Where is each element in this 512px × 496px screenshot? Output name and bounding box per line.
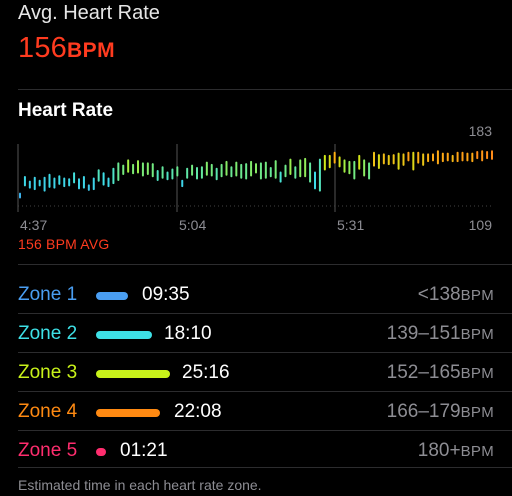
heart-rate-chart-svg: 183 109 4:37 5:04 5:31 [17,123,494,233]
zone-name: Zone 3 [18,362,78,383]
chart-x-tick-label: 5:31 [337,217,364,233]
zone-range-value: <138 [417,284,461,305]
zone-range: 139–151BPM [387,323,494,345]
zone-divider [18,313,512,314]
zone-time-bar [96,331,152,339]
avg-heart-rate-number: 156 [18,32,67,64]
zone-range: 166–179BPM [387,401,494,423]
divider-zones [18,264,512,265]
zone-time-bar [96,448,106,456]
zone-range-value: 166–179 [386,401,461,422]
zone-name: Zone 5 [18,440,78,461]
zone-range-unit: BPM [460,443,494,460]
zone-row-2[interactable]: Zone 2 18:10 139–151BPM [18,319,494,349]
zone-time: 25:16 [182,362,230,383]
zone-divider [18,352,512,353]
zone-range-unit: BPM [460,404,494,421]
zone-time: 01:21 [120,440,168,461]
chart-y-max-label: 183 [469,123,493,139]
zone-range: 152–165BPM [387,362,494,384]
divider-top [18,89,512,90]
zone-time: 09:35 [142,284,190,305]
heart-rate-chart[interactable]: 183 109 4:37 5:04 5:31 [0,118,512,258]
avg-heart-rate-label: Avg. Heart Rate [18,2,160,24]
zone-range-value: 180+ [417,440,461,461]
zone-name: Zone 4 [18,401,78,422]
zone-range-unit: BPM [460,326,494,343]
chart-y-min-label: 109 [469,217,493,233]
zone-row-4[interactable]: Zone 4 22:08 166–179BPM [18,397,494,427]
zone-name: Zone 1 [18,284,78,305]
zone-range: <138BPM [418,284,494,306]
heart-rate-section-title: Heart Rate [18,100,114,121]
avg-bpm-label: 156 BPM AVG [18,236,110,252]
zone-divider [18,467,512,468]
zone-row-3[interactable]: Zone 3 25:16 152–165BPM [18,358,494,388]
zone-row-5[interactable]: Zone 5 01:21 180+BPM [18,436,494,466]
zone-time-bar [96,409,160,417]
avg-heart-rate-unit: BPM [67,39,116,62]
chart-x-tick-label: 5:04 [179,217,206,233]
zone-divider [18,391,512,392]
zone-time-bar [96,292,128,300]
zone-time: 18:10 [164,323,212,344]
zone-divider [18,430,512,431]
zone-name: Zone 2 [18,323,78,344]
zone-range-unit: BPM [460,365,494,382]
zone-range-value: 139–151 [386,323,461,344]
zones-footnote: Estimated time in each heart rate zone. [18,477,262,493]
avg-heart-rate-value: 156BPM [18,32,115,65]
zone-time: 22:08 [174,401,222,422]
zone-range-value: 152–165 [386,362,461,383]
zone-row-1[interactable]: Zone 1 09:35 <138BPM [18,280,494,310]
zone-time-bar [96,370,170,378]
zone-range-unit: BPM [460,287,494,304]
zone-range: 180+BPM [418,440,494,462]
chart-x-tick-label: 4:37 [20,217,47,233]
